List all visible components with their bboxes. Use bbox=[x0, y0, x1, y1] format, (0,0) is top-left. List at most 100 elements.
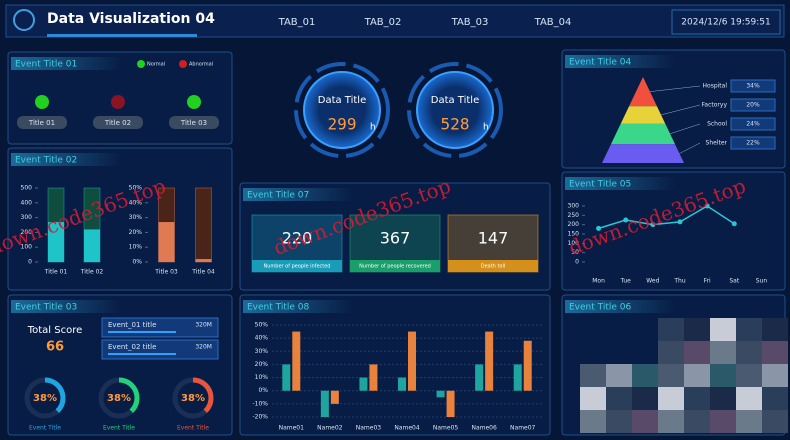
ring bbox=[98, 377, 140, 419]
item-value: 320M bbox=[195, 322, 212, 329]
mosaic-tile bbox=[710, 387, 736, 410]
y-tick-label: 10% bbox=[255, 374, 269, 381]
bar bbox=[408, 331, 416, 391]
gauge bbox=[416, 71, 494, 149]
tab[interactable]: TAB_02 bbox=[364, 17, 402, 28]
pyramid-label: School bbox=[707, 121, 727, 128]
bar bbox=[320, 390, 329, 417]
y-tick-label: 150 bbox=[568, 231, 580, 238]
bar bbox=[446, 390, 455, 417]
legend-dot bbox=[137, 60, 145, 68]
pyramid-label: Hospital bbox=[703, 83, 728, 90]
panel-title-bar bbox=[565, 177, 675, 190]
y-tick-label: 300 bbox=[568, 203, 580, 210]
leader bbox=[649, 85, 701, 92]
panel-title: Event Title 04 bbox=[569, 58, 632, 68]
y-tick-label: 40% bbox=[255, 335, 269, 342]
bar bbox=[292, 331, 301, 391]
stat-value: 367 bbox=[380, 229, 411, 248]
y-tick-label: 0 bbox=[575, 259, 579, 266]
mosaic-tile bbox=[736, 364, 762, 387]
x-tick-label: Mon bbox=[592, 278, 605, 285]
bar-track bbox=[195, 187, 212, 263]
mosaic-tile bbox=[606, 387, 632, 410]
ring-value: 38% bbox=[33, 393, 57, 404]
x-tick-label: Sat bbox=[729, 278, 739, 285]
mosaic-tile bbox=[684, 318, 710, 341]
stat-strip bbox=[252, 260, 342, 272]
mosaic-tile bbox=[580, 387, 606, 410]
x-tick-label: Name02 bbox=[317, 425, 343, 432]
item-progress bbox=[108, 331, 176, 333]
x-tick-label: Name05 bbox=[433, 425, 459, 432]
bar bbox=[369, 364, 378, 391]
y-tick-label: 100 bbox=[21, 244, 33, 251]
tab[interactable]: TAB_04 bbox=[534, 17, 572, 28]
page-title: Data Visualization 04 bbox=[47, 11, 215, 27]
mosaic-tile bbox=[606, 364, 632, 387]
item-value: 320M bbox=[195, 344, 212, 351]
bar bbox=[523, 340, 532, 391]
x-tick-label: Name06 bbox=[471, 425, 497, 432]
x-tick-label: Title 04 bbox=[191, 269, 215, 276]
mosaic-tile bbox=[762, 410, 788, 433]
light-pill bbox=[93, 116, 143, 129]
bar bbox=[485, 331, 494, 391]
x-tick-label: Thu bbox=[673, 278, 685, 285]
point bbox=[731, 221, 737, 227]
y-tick-label: 0 bbox=[28, 259, 32, 266]
stat-value: 147 bbox=[478, 229, 509, 248]
y-tick-label: -10% bbox=[252, 400, 268, 407]
mosaic-tile bbox=[606, 410, 632, 433]
panel bbox=[239, 294, 551, 436]
x-tick-label: Name07 bbox=[510, 425, 536, 432]
value-box bbox=[730, 136, 776, 150]
ring-value: 38% bbox=[181, 393, 205, 404]
point bbox=[596, 225, 602, 231]
ring bbox=[172, 377, 214, 419]
bar bbox=[158, 222, 175, 262]
gauge-glow bbox=[294, 62, 390, 158]
panel-title-bar bbox=[565, 300, 675, 313]
tab[interactable]: TAB_03 bbox=[451, 17, 489, 28]
gauge-value: 528 bbox=[441, 115, 470, 134]
title-underline bbox=[47, 34, 197, 37]
bar bbox=[195, 259, 212, 262]
mosaic-tile bbox=[710, 341, 736, 364]
panel-title-bar bbox=[11, 300, 121, 313]
x-tick-label: Title 02 bbox=[80, 269, 104, 276]
legend-dot bbox=[179, 60, 187, 68]
light-label: Title 02 bbox=[104, 119, 131, 127]
point bbox=[623, 217, 629, 223]
mosaic-tile bbox=[632, 364, 658, 387]
x-tick-label: Title 03 bbox=[154, 269, 178, 276]
y-tick-label: 10% bbox=[129, 244, 143, 251]
light-label: Title 01 bbox=[28, 119, 55, 127]
stat-strip bbox=[350, 260, 440, 272]
bar bbox=[48, 222, 64, 262]
mosaic-tile bbox=[710, 318, 736, 341]
tab[interactable]: TAB_01 bbox=[278, 17, 316, 28]
panel-title-bar bbox=[243, 300, 353, 313]
mosaic-tile bbox=[736, 318, 762, 341]
mosaic-tile bbox=[632, 410, 658, 433]
mosaic-tile bbox=[762, 387, 788, 410]
mosaic-tile bbox=[580, 364, 606, 387]
y-tick-label: 300 bbox=[21, 214, 33, 221]
y-tick-label: 200 bbox=[568, 221, 580, 228]
panel-title-bar bbox=[11, 57, 121, 70]
bar bbox=[436, 390, 445, 398]
y-tick-label: 50 bbox=[571, 249, 579, 256]
stat-label: Number of people infected bbox=[264, 264, 331, 270]
panel bbox=[561, 171, 786, 291]
mosaic-tile bbox=[684, 341, 710, 364]
mosaic-tile bbox=[736, 341, 762, 364]
bar bbox=[84, 229, 100, 262]
pyramid-layer bbox=[629, 77, 657, 107]
gauge-label: Data Title bbox=[318, 95, 367, 106]
status-light bbox=[35, 95, 49, 109]
ring-label: Event Title bbox=[177, 425, 209, 432]
bar bbox=[475, 364, 484, 391]
mosaic-tile bbox=[762, 364, 788, 387]
point bbox=[650, 222, 656, 228]
